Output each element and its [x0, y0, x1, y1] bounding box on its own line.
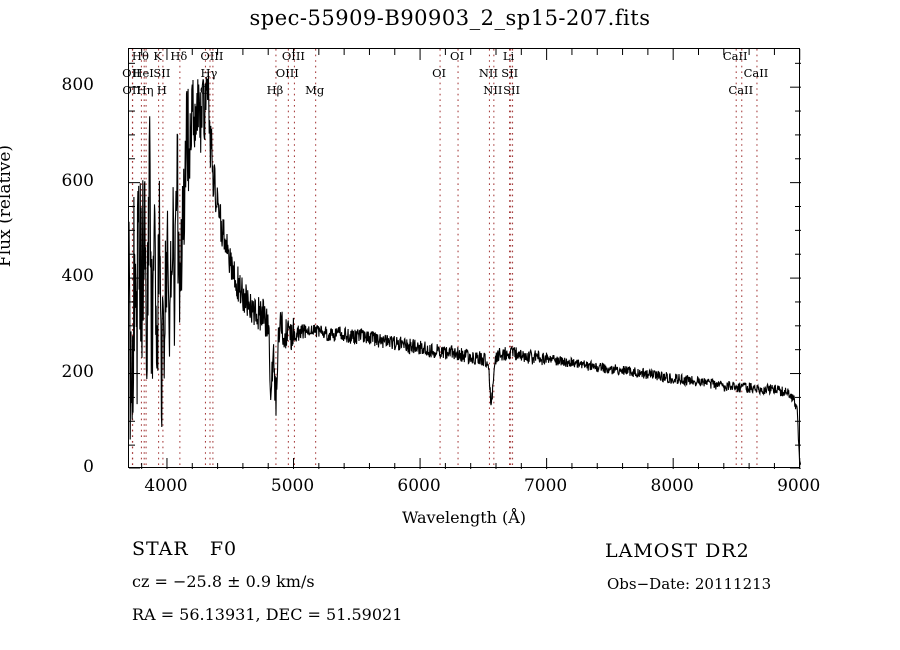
x-tick-label: 5000: [270, 476, 315, 496]
y-tick-label: 400: [61, 266, 94, 287]
obs-date-label: Obs−Date: 20111213: [607, 575, 772, 593]
spectral-line-label: SII: [153, 66, 171, 80]
y-tick-label: 600: [61, 170, 94, 191]
spectrum-canvas: [129, 49, 801, 469]
y-tick-label: 800: [61, 75, 94, 96]
x-tick-label: 7000: [523, 476, 568, 496]
x-tick-label: 9000: [777, 476, 821, 496]
page-title: spec-55909-B90903_2_sp15-207.fits: [249, 6, 651, 30]
spectral-line-label: Hβ: [266, 83, 284, 97]
x-tick-label: 8000: [650, 476, 694, 496]
spectral-line-label: Hη: [136, 83, 154, 97]
spectral-line-label: OII: [122, 83, 141, 97]
spectral-line-label: Mg: [305, 83, 325, 97]
spectral-line-label: OIII: [281, 49, 305, 63]
spectral-line-label: HeI: [132, 66, 154, 80]
spectral-line-label: Hθ: [131, 49, 149, 63]
spectral-line-label: Hδ: [170, 49, 188, 63]
spectral-line-label: Li: [502, 49, 515, 63]
spectral-line-label: H: [156, 83, 167, 97]
spectral-line-label: OI: [432, 66, 447, 80]
spectral-line-label: G: [199, 83, 210, 97]
spectral-line-label: CaII: [722, 49, 748, 63]
spectral-line-label: NII: [483, 83, 503, 97]
spectral-line-label: OIII: [200, 49, 224, 63]
spectral-line-label: OII: [122, 66, 141, 80]
x-axis-label: Wavelength (Å): [401, 508, 527, 527]
cz-value: cz = −25.8 ± 0.9 km/s: [132, 572, 315, 591]
line-marker-group: [131, 49, 758, 469]
spectral-line-label: SII: [503, 83, 521, 97]
y-tick-label: 200: [61, 361, 94, 382]
spectral-line-label: CaII: [728, 83, 754, 97]
coordinates-value: RA = 56.13931, DEC = 51.59021: [132, 605, 403, 624]
y-tick-label: 0: [83, 457, 94, 477]
axis-ticks-group: [129, 49, 801, 469]
spectral-line-label: OI: [450, 49, 465, 63]
spectral-line-label: K: [153, 49, 162, 63]
spectral-line-label: CaII: [743, 66, 769, 80]
survey-label: LAMOST DR2: [605, 540, 750, 562]
spectral-line-label: NII: [478, 66, 498, 80]
spectral-line-label: SII: [501, 66, 519, 80]
plot-frame: [128, 48, 801, 469]
spectral-line-label: Hγ: [200, 66, 218, 80]
x-tick-label: 6000: [397, 476, 441, 496]
x-tick-label: 4000: [144, 476, 188, 496]
spectral-line-label: OIII: [275, 66, 299, 80]
y-axis-label: Flux (relative): [0, 144, 15, 268]
object-type-label: STAR F0: [132, 538, 238, 560]
flux-curve: [129, 71, 801, 465]
